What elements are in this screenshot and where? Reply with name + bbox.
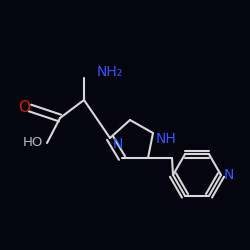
Text: O: O <box>18 100 30 116</box>
Text: NH: NH <box>156 132 177 146</box>
Text: N: N <box>224 168 234 182</box>
Text: NH₂: NH₂ <box>97 65 123 79</box>
Text: HO: HO <box>22 136 43 149</box>
Text: N: N <box>113 137 124 151</box>
